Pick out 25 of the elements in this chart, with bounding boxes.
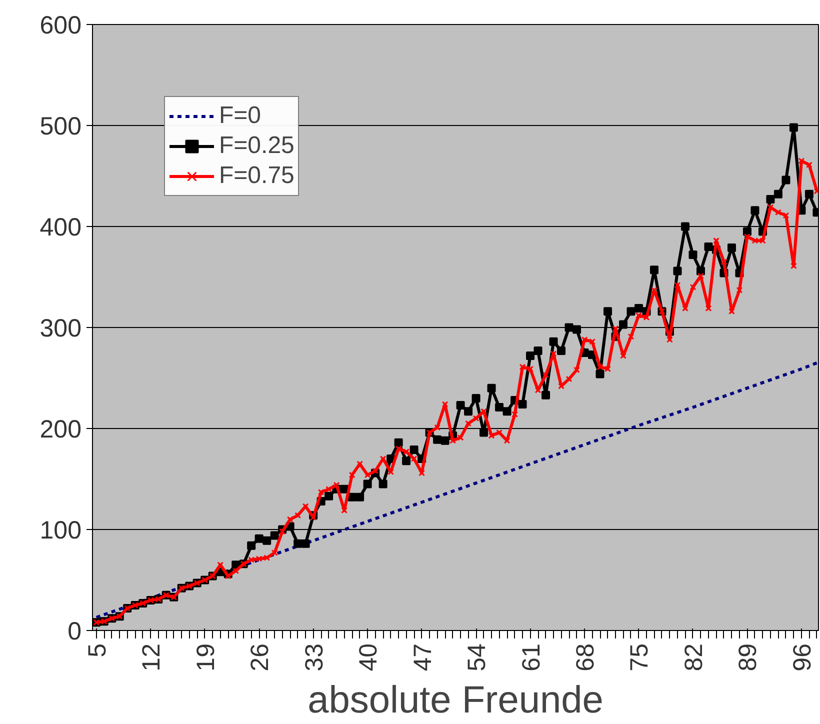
y-tick-label: 500 [40, 112, 82, 140]
x-tick-label: 82 [680, 643, 708, 672]
x-tick-label: 89 [734, 643, 762, 672]
x-tick-label: 26 [246, 643, 274, 672]
x-tick-label: 33 [300, 643, 328, 672]
x-tick-label: 12 [138, 643, 166, 672]
y-tick-label: 600 [40, 12, 82, 40]
x-tick-label: 54 [463, 643, 492, 672]
x-tick-label: 19 [192, 643, 220, 672]
x-tick-label: 61 [517, 643, 546, 672]
y-tick-label: 200 [40, 416, 82, 444]
x-tick-label: 40 [354, 643, 383, 672]
x-tick-label: 47 [408, 643, 437, 672]
x-tick-label: 96 [788, 643, 816, 672]
x-axis-title: absolute Freunde [308, 679, 604, 722]
y-tick-label: 300 [40, 314, 82, 342]
legend-label: F=0 [219, 101, 262, 131]
x-tick-label: 75 [626, 643, 654, 672]
y-tick-label: 100 [40, 516, 82, 544]
legend-label: F=0.25 [219, 131, 294, 161]
x-tick-label: 5 [83, 643, 112, 658]
y-tick-label: 400 [40, 214, 82, 242]
y-tick-label: 0 [68, 618, 82, 646]
x-tick-label: 68 [572, 643, 600, 672]
legend-label: F=0.75 [219, 161, 294, 191]
